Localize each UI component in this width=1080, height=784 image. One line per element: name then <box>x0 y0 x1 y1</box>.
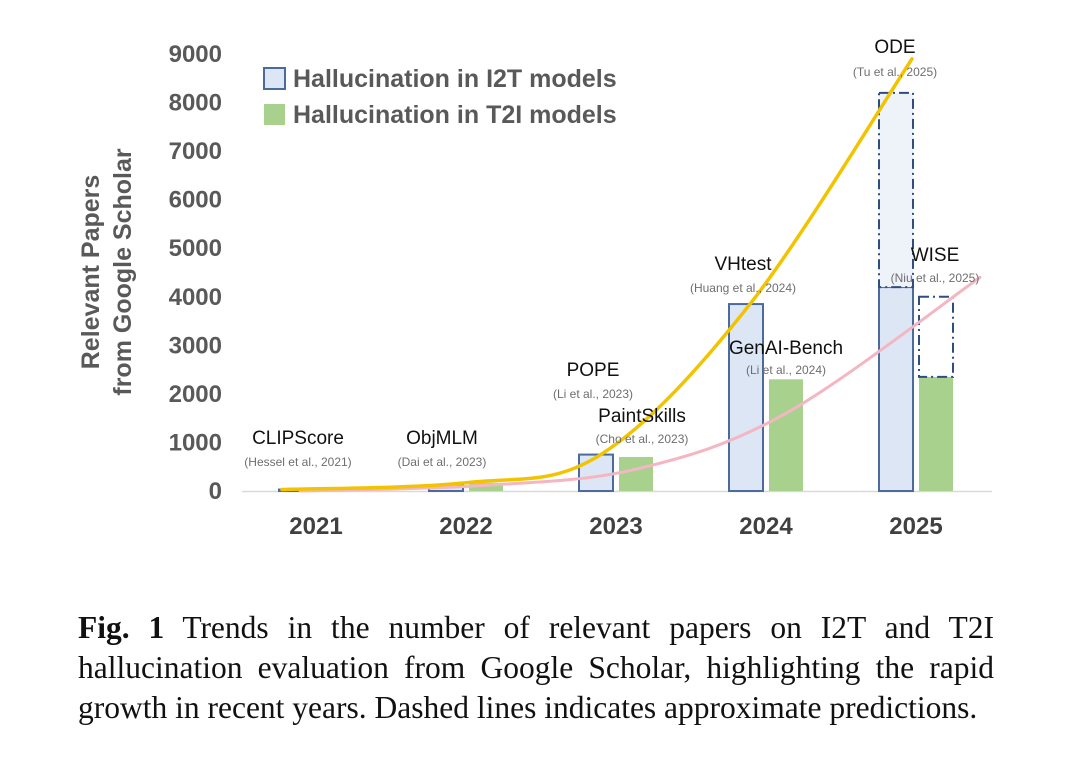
annotation-clipscore: CLIPScore <box>252 428 344 449</box>
caption-label: Fig. 1 <box>78 610 165 645</box>
y-tick-label-6000: 6000 <box>169 187 222 214</box>
y-tick-label-2000: 2000 <box>169 381 222 408</box>
bar-i2t-2023 <box>578 453 614 493</box>
annotation-paintskills-cite: (Cho et al., 2023) <box>596 432 689 446</box>
bar-i2t-predicted-2025 <box>878 91 914 289</box>
annotations: CLIPScore (Hessel et al., 2021) ObjMLM (… <box>244 37 979 469</box>
annotation-paintskills: PaintSkills <box>598 406 686 427</box>
x-tick-label-2023: 2023 <box>589 513 642 540</box>
y-tick-label-1000: 1000 <box>169 429 222 456</box>
annotation-wise-cite: (Niu et al., 2025) <box>891 271 980 285</box>
bar-i2t-2025 <box>878 286 914 493</box>
legend: Hallucination in I2T models Hallucinatio… <box>263 65 617 129</box>
bar-t2i-2024 <box>769 379 803 491</box>
trend-line-t2i <box>298 275 982 493</box>
annotation-objmlm-cite: (Dai et al., 2023) <box>398 455 487 469</box>
caption-text: Trends in the number of relevant papers … <box>78 610 994 725</box>
x-tick-label-2025: 2025 <box>889 513 942 540</box>
annotation-ode-cite: (Tu et al., 2025) <box>853 65 937 79</box>
x-tick-label-2021: 2021 <box>289 513 342 540</box>
legend-label-i2t: Hallucination in I2T models <box>293 65 617 93</box>
trend-line-i2t <box>280 57 914 492</box>
y-tick-label-0: 0 <box>209 478 222 505</box>
y-axis-ticks: 0 1000 2000 3000 4000 5000 6000 7000 8000 9000 <box>169 41 222 505</box>
bar-i2t-2024 <box>728 303 764 492</box>
annotation-vhtest: VHtest <box>714 254 772 275</box>
annotation-objmlm: ObjMLM <box>406 428 478 449</box>
x-tick-label-2024: 2024 <box>739 513 793 540</box>
figure-caption: Fig. 1 Trends in the number of relevant p… <box>78 608 994 728</box>
annotation-pope: POPE <box>567 360 620 381</box>
bar-t2i-2022 <box>469 482 503 491</box>
bars <box>278 91 954 493</box>
trend-lines <box>280 57 982 493</box>
annotation-genai-bench-cite: (Li et al., 2024) <box>746 363 826 377</box>
y-axis-label-line-1: Relevant Papers <box>77 175 105 370</box>
annotation-vhtest-cite: (Huang et al., 2024) <box>690 281 796 295</box>
y-axis-label: Relevant Papers from Google Scholar <box>77 148 137 396</box>
legend-swatch-i2t <box>263 67 286 90</box>
bar-t2i-2025 <box>919 376 953 491</box>
chart: Relevant Papers from Google Scholar 0 100… <box>77 37 992 540</box>
legend-swatch-t2i <box>264 104 285 125</box>
y-axis-label-line-2: from Google Scholar <box>109 148 137 396</box>
bar-t2i-predicted-2025 <box>918 295 954 378</box>
legend-label-t2i: Hallucination in T2I models <box>293 101 617 129</box>
y-tick-label-9000: 9000 <box>169 41 222 68</box>
annotation-wise: WISE <box>911 245 960 266</box>
y-tick-label-5000: 5000 <box>169 235 222 262</box>
annotation-genai-bench: GenAI-Bench <box>729 338 843 359</box>
annotation-ode: ODE <box>874 37 915 58</box>
y-tick-label-7000: 7000 <box>169 138 222 165</box>
y-tick-label-4000: 4000 <box>169 284 222 311</box>
y-tick-label-3000: 3000 <box>169 332 222 359</box>
annotation-clipscore-cite: (Hessel et al., 2021) <box>244 455 351 469</box>
annotation-pope-cite: (Li et al., 2023) <box>553 387 633 401</box>
x-tick-label-2022: 2022 <box>439 513 492 540</box>
bar-t2i-2023 <box>619 457 653 491</box>
x-axis-ticks: 2021 2022 2023 2024 2025 <box>289 513 942 540</box>
y-tick-label-8000: 8000 <box>169 90 222 117</box>
